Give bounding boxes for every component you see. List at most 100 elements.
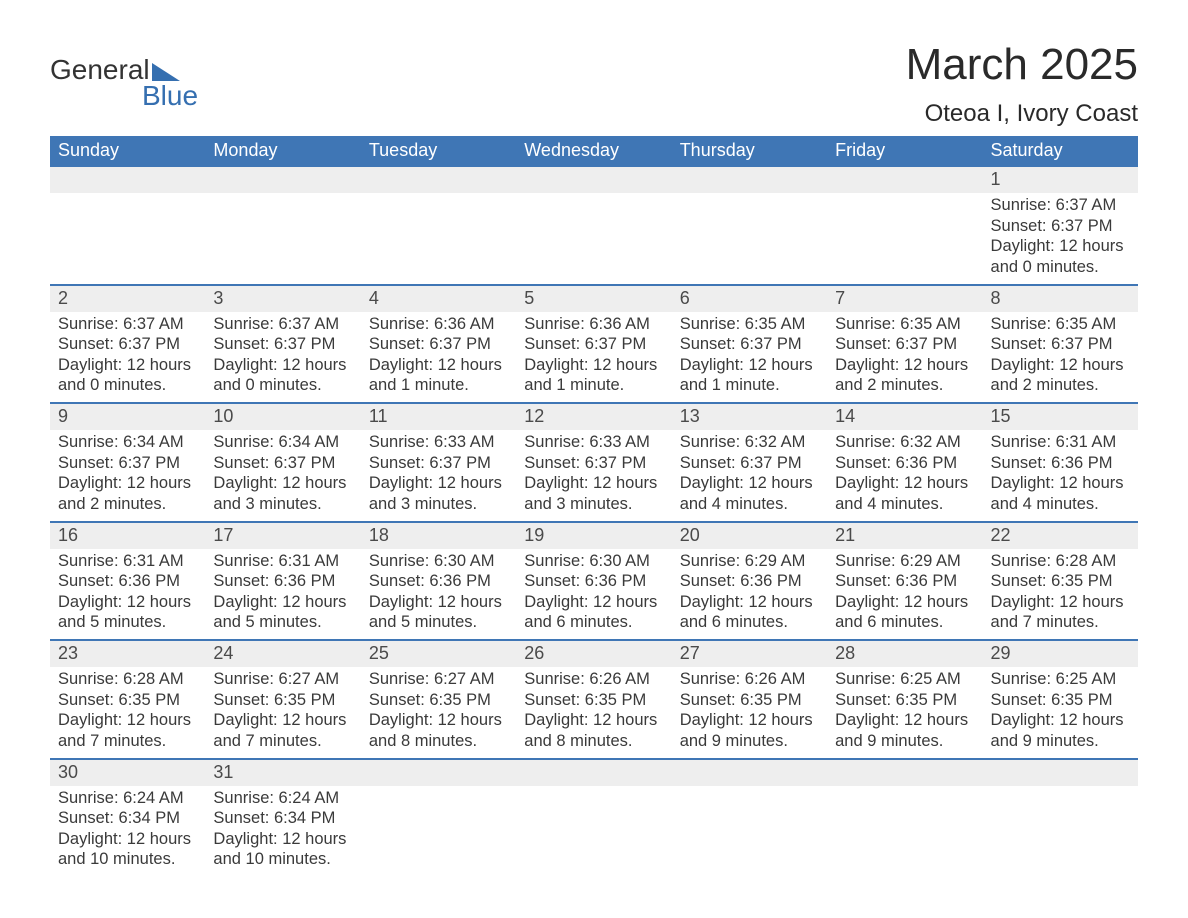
calendar-cell: 4Sunrise: 6:36 AMSunset: 6:37 PMDaylight… xyxy=(361,285,516,404)
calendar-cell xyxy=(827,166,982,285)
day-detail: Sunrise: 6:30 AMSunset: 6:36 PMDaylight:… xyxy=(361,549,516,640)
daylight-line: Daylight: 12 hours and 3 minutes. xyxy=(213,473,352,514)
sunset-line: Sunset: 6:37 PM xyxy=(680,453,819,474)
day-number: 31 xyxy=(205,760,360,786)
sunset-line: Sunset: 6:36 PM xyxy=(524,571,663,592)
day-detail: Sunrise: 6:36 AMSunset: 6:37 PMDaylight:… xyxy=(361,312,516,403)
day-detail xyxy=(516,193,671,281)
sunset-line: Sunset: 6:37 PM xyxy=(524,334,663,355)
day-detail: Sunrise: 6:29 AMSunset: 6:36 PMDaylight:… xyxy=(672,549,827,640)
calendar-cell: 6Sunrise: 6:35 AMSunset: 6:37 PMDaylight… xyxy=(672,285,827,404)
day-number: 13 xyxy=(672,404,827,430)
sunset-line: Sunset: 6:35 PM xyxy=(524,690,663,711)
logo-triangle-icon xyxy=(152,63,180,81)
day-detail: Sunrise: 6:24 AMSunset: 6:34 PMDaylight:… xyxy=(50,786,205,877)
calendar-cell: 31Sunrise: 6:24 AMSunset: 6:34 PMDayligh… xyxy=(205,759,360,877)
day-number: 6 xyxy=(672,286,827,312)
day-number: 24 xyxy=(205,641,360,667)
sunset-line: Sunset: 6:37 PM xyxy=(680,334,819,355)
day-detail: Sunrise: 6:30 AMSunset: 6:36 PMDaylight:… xyxy=(516,549,671,640)
title-block: March 2025 Oteoa I, Ivory Coast xyxy=(906,40,1138,128)
day-detail: Sunrise: 6:29 AMSunset: 6:36 PMDaylight:… xyxy=(827,549,982,640)
daylight-line: Daylight: 12 hours and 2 minutes. xyxy=(991,355,1130,396)
column-header: Monday xyxy=(205,136,360,166)
calendar-cell: 11Sunrise: 6:33 AMSunset: 6:37 PMDayligh… xyxy=(361,403,516,522)
sunrise-line: Sunrise: 6:30 AM xyxy=(524,551,663,572)
day-detail: Sunrise: 6:33 AMSunset: 6:37 PMDaylight:… xyxy=(361,430,516,521)
sunrise-line: Sunrise: 6:31 AM xyxy=(991,432,1130,453)
sunset-line: Sunset: 6:37 PM xyxy=(369,334,508,355)
calendar-cell xyxy=(205,166,360,285)
day-number: 20 xyxy=(672,523,827,549)
calendar-cell: 1Sunrise: 6:37 AMSunset: 6:37 PMDaylight… xyxy=(983,166,1138,285)
sunrise-line: Sunrise: 6:32 AM xyxy=(680,432,819,453)
sunset-line: Sunset: 6:37 PM xyxy=(524,453,663,474)
day-number xyxy=(361,167,516,193)
day-detail xyxy=(672,193,827,281)
sunset-line: Sunset: 6:36 PM xyxy=(680,571,819,592)
daylight-line: Daylight: 12 hours and 8 minutes. xyxy=(369,710,508,751)
calendar-cell: 13Sunrise: 6:32 AMSunset: 6:37 PMDayligh… xyxy=(672,403,827,522)
day-number: 27 xyxy=(672,641,827,667)
column-header: Saturday xyxy=(983,136,1138,166)
daylight-line: Daylight: 12 hours and 6 minutes. xyxy=(835,592,974,633)
sunrise-line: Sunrise: 6:32 AM xyxy=(835,432,974,453)
day-number: 1 xyxy=(983,167,1138,193)
day-number xyxy=(205,167,360,193)
sunrise-line: Sunrise: 6:36 AM xyxy=(524,314,663,335)
sunrise-line: Sunrise: 6:36 AM xyxy=(369,314,508,335)
sunrise-line: Sunrise: 6:31 AM xyxy=(213,551,352,572)
sunset-line: Sunset: 6:37 PM xyxy=(991,216,1130,237)
day-detail: Sunrise: 6:33 AMSunset: 6:37 PMDaylight:… xyxy=(516,430,671,521)
calendar-cell: 8Sunrise: 6:35 AMSunset: 6:37 PMDaylight… xyxy=(983,285,1138,404)
calendar-cell xyxy=(361,166,516,285)
calendar-cell: 16Sunrise: 6:31 AMSunset: 6:36 PMDayligh… xyxy=(50,522,205,641)
daylight-line: Daylight: 12 hours and 3 minutes. xyxy=(369,473,508,514)
daylight-line: Daylight: 12 hours and 10 minutes. xyxy=(213,829,352,870)
calendar-cell: 21Sunrise: 6:29 AMSunset: 6:36 PMDayligh… xyxy=(827,522,982,641)
daylight-line: Daylight: 12 hours and 4 minutes. xyxy=(991,473,1130,514)
daylight-line: Daylight: 12 hours and 9 minutes. xyxy=(991,710,1130,751)
calendar-week: 16Sunrise: 6:31 AMSunset: 6:36 PMDayligh… xyxy=(50,522,1138,641)
daylight-line: Daylight: 12 hours and 3 minutes. xyxy=(524,473,663,514)
location-label: Oteoa I, Ivory Coast xyxy=(906,100,1138,128)
sunrise-line: Sunrise: 6:37 AM xyxy=(991,195,1130,216)
day-detail xyxy=(516,786,671,874)
day-detail: Sunrise: 6:35 AMSunset: 6:37 PMDaylight:… xyxy=(672,312,827,403)
day-number: 15 xyxy=(983,404,1138,430)
sunrise-line: Sunrise: 6:29 AM xyxy=(835,551,974,572)
daylight-line: Daylight: 12 hours and 5 minutes. xyxy=(369,592,508,633)
sunrise-line: Sunrise: 6:25 AM xyxy=(991,669,1130,690)
logo: General Blue xyxy=(50,54,198,112)
daylight-line: Daylight: 12 hours and 7 minutes. xyxy=(58,710,197,751)
calendar-cell: 3Sunrise: 6:37 AMSunset: 6:37 PMDaylight… xyxy=(205,285,360,404)
day-number: 9 xyxy=(50,404,205,430)
daylight-line: Daylight: 12 hours and 4 minutes. xyxy=(680,473,819,514)
calendar-week: 2Sunrise: 6:37 AMSunset: 6:37 PMDaylight… xyxy=(50,285,1138,404)
day-number: 21 xyxy=(827,523,982,549)
sunrise-line: Sunrise: 6:34 AM xyxy=(213,432,352,453)
daylight-line: Daylight: 12 hours and 1 minute. xyxy=(680,355,819,396)
calendar-cell: 5Sunrise: 6:36 AMSunset: 6:37 PMDaylight… xyxy=(516,285,671,404)
calendar-week: 1Sunrise: 6:37 AMSunset: 6:37 PMDaylight… xyxy=(50,166,1138,285)
logo-word1: General xyxy=(50,54,150,86)
column-header: Wednesday xyxy=(516,136,671,166)
day-number xyxy=(672,167,827,193)
day-detail xyxy=(50,193,205,281)
day-number: 30 xyxy=(50,760,205,786)
calendar-cell: 19Sunrise: 6:30 AMSunset: 6:36 PMDayligh… xyxy=(516,522,671,641)
sunset-line: Sunset: 6:36 PM xyxy=(835,571,974,592)
daylight-line: Daylight: 12 hours and 9 minutes. xyxy=(835,710,974,751)
day-number xyxy=(983,760,1138,786)
daylight-line: Daylight: 12 hours and 0 minutes. xyxy=(991,236,1130,277)
day-detail: Sunrise: 6:37 AMSunset: 6:37 PMDaylight:… xyxy=(50,312,205,403)
day-detail: Sunrise: 6:27 AMSunset: 6:35 PMDaylight:… xyxy=(361,667,516,758)
calendar-body: 1Sunrise: 6:37 AMSunset: 6:37 PMDaylight… xyxy=(50,166,1138,876)
sunrise-line: Sunrise: 6:24 AM xyxy=(213,788,352,809)
calendar-cell: 28Sunrise: 6:25 AMSunset: 6:35 PMDayligh… xyxy=(827,640,982,759)
calendar-week: 23Sunrise: 6:28 AMSunset: 6:35 PMDayligh… xyxy=(50,640,1138,759)
day-detail: Sunrise: 6:37 AMSunset: 6:37 PMDaylight:… xyxy=(983,193,1138,284)
sunrise-line: Sunrise: 6:34 AM xyxy=(58,432,197,453)
sunrise-line: Sunrise: 6:28 AM xyxy=(991,551,1130,572)
day-detail xyxy=(361,193,516,281)
